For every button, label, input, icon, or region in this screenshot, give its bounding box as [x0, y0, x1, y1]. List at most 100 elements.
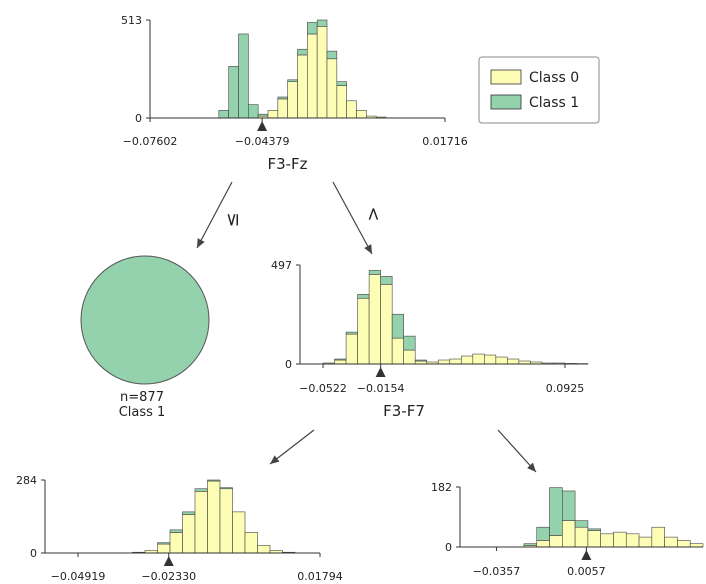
- tree-edges: ≤ >: [196, 181, 537, 473]
- bar-class-1: [316, 19, 328, 27]
- bar-class-1: [207, 479, 221, 482]
- bar-class-0: [449, 358, 462, 365]
- y-tick-label-max: 284: [16, 474, 37, 487]
- bar-class-0: [600, 533, 614, 548]
- y-tick-label-max: 513: [121, 14, 142, 27]
- bar-class-0: [157, 543, 171, 554]
- leaf-class-label: Class 1: [119, 405, 166, 420]
- bar-class-1: [169, 529, 183, 533]
- bar-class-0: [207, 480, 221, 554]
- bar-class-1: [523, 543, 538, 546]
- bar-class-0: [326, 58, 338, 119]
- bar-class-1: [277, 96, 288, 100]
- bar-class-0: [380, 284, 393, 365]
- bar-class-1: [380, 276, 393, 285]
- x-tick-label: −0.0154: [357, 382, 405, 395]
- split-marker: [257, 121, 268, 131]
- bar-class-1: [257, 113, 269, 117]
- leaf-sample-count: n=877: [120, 390, 164, 405]
- y-tick-label-max: 182: [431, 481, 452, 494]
- bar-class-0: [297, 54, 308, 119]
- bar-class-1: [326, 50, 338, 60]
- bar-class-0: [391, 337, 404, 365]
- bar-class-1: [248, 104, 259, 119]
- bar-class-0: [574, 526, 589, 548]
- split-marker: [163, 556, 174, 566]
- histogram-bottom-left: 284 0 −0.04919 −0.02330 0.01794: [16, 474, 343, 583]
- x-tick-label: 0.01794: [297, 570, 343, 583]
- leaf-pie: [80, 255, 210, 385]
- bar-class-0: [356, 110, 367, 119]
- feature-name: F3-F7: [383, 402, 425, 420]
- bar-class-0: [194, 491, 208, 554]
- bar-class-1: [218, 110, 229, 119]
- bar-class-0: [484, 354, 497, 365]
- bar-class-0: [307, 33, 318, 119]
- bar-class-1: [297, 48, 308, 56]
- bar-class-1: [182, 511, 196, 515]
- bar-class-1: [414, 359, 428, 362]
- y-tick-label-zero: 0: [30, 547, 37, 560]
- bar-class-0: [507, 358, 520, 365]
- bar-class-0: [316, 26, 328, 119]
- legend-box: [478, 56, 600, 124]
- bar-class-0: [403, 349, 416, 365]
- bar-class-1: [549, 487, 563, 536]
- histogram-bottom-right: 182 0 −0.0357 0.0057: [431, 481, 704, 578]
- bar-class-1: [562, 490, 576, 521]
- leaf-node: n=877 Class 1: [80, 255, 210, 420]
- split-marker: [581, 550, 592, 560]
- bar-class-0: [549, 535, 563, 548]
- bar-class-0: [613, 531, 627, 548]
- bar-class-0: [587, 530, 601, 548]
- bar-class-0: [232, 511, 246, 554]
- bar-class-1: [357, 293, 370, 299]
- bar-class-0: [664, 536, 678, 548]
- histogram-root: 513 0 −0.07602 −0.04379 0.01716 F3-Fz: [121, 14, 468, 173]
- legend-swatch-class-0: [490, 69, 522, 85]
- bar-class-1: [574, 520, 589, 528]
- bar-class-1: [228, 66, 239, 119]
- bar-class-1: [287, 79, 298, 83]
- bar-class-0: [437, 359, 451, 365]
- edge-right-to-bottom-left: [269, 429, 315, 465]
- bar-class-0: [219, 488, 233, 554]
- bar-class-1: [536, 526, 550, 541]
- bar-class-1: [238, 33, 249, 119]
- legend-label-class-0: Class 0: [529, 70, 579, 86]
- x-tick-label: −0.04919: [51, 570, 106, 583]
- x-tick-label: 0.0057: [567, 565, 606, 578]
- bar-class-0: [287, 81, 298, 119]
- bar-class-0: [368, 274, 381, 365]
- bar-class-1: [157, 542, 171, 545]
- bar-class-0: [625, 533, 640, 548]
- edge-root-to-right: [332, 181, 373, 255]
- bar-class-1: [334, 358, 347, 361]
- bar-class-1: [307, 22, 318, 35]
- x-tick-label: −0.0522: [299, 382, 347, 395]
- x-tick-label: −0.0357: [473, 565, 521, 578]
- bar-class-0: [334, 359, 347, 365]
- y-tick-label-zero: 0: [285, 358, 292, 371]
- bar-class-0: [267, 110, 279, 119]
- edge-root-to-leaf: [196, 181, 233, 249]
- feature-name: F3-Fz: [267, 155, 307, 173]
- edge-label-greater: >: [363, 206, 384, 221]
- histogram-right: 497 0 −0.0522 −0.0154 0.0925 F3-F7: [271, 259, 589, 420]
- x-tick-label: 0.01716: [422, 135, 468, 148]
- bar-class-0: [244, 532, 258, 554]
- y-tick-label-zero: 0: [445, 541, 452, 554]
- bar-class-1: [587, 528, 601, 531]
- bar-class-0: [357, 297, 370, 365]
- x-tick-label: 0.0925: [546, 382, 585, 395]
- bar-class-0: [677, 540, 691, 548]
- bar-class-0: [472, 353, 485, 365]
- edge-right-to-bottom-right: [497, 429, 537, 473]
- bar-class-0: [651, 526, 665, 548]
- bar-class-1: [345, 331, 358, 335]
- y-tick-label-zero: 0: [135, 112, 142, 125]
- bar-class-0: [495, 356, 508, 365]
- bar-class-0: [346, 100, 357, 119]
- bar-class-0: [257, 544, 271, 554]
